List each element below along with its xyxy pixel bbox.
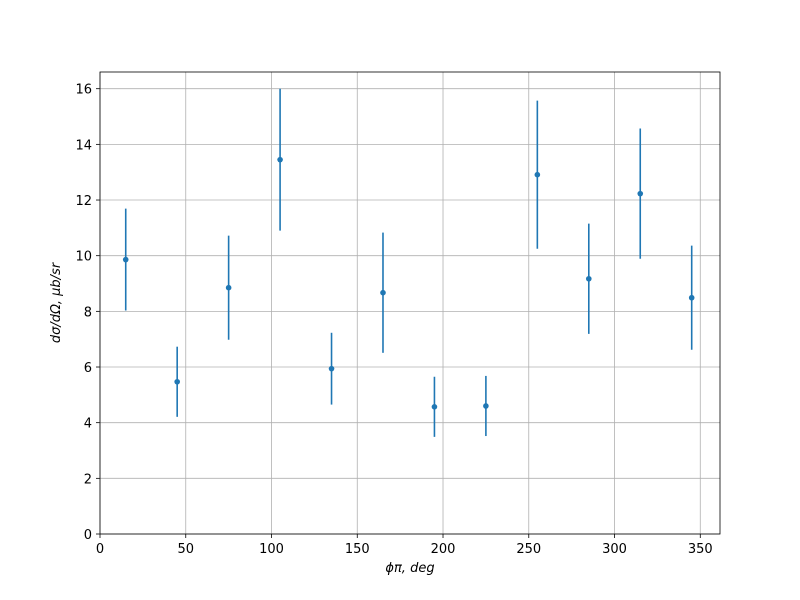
plot-frame bbox=[99, 71, 721, 535]
y-tick-label: 12 bbox=[75, 194, 92, 209]
x-tick-label: 200 bbox=[431, 542, 456, 557]
y-tick-label: 14 bbox=[75, 138, 92, 153]
data-point bbox=[637, 190, 644, 197]
y-tick-label: 4 bbox=[84, 417, 92, 432]
data-point bbox=[688, 294, 695, 301]
y-axis-label: dσ/dΩ, μb/sr bbox=[49, 261, 64, 343]
data-point bbox=[328, 365, 335, 372]
data-point bbox=[174, 378, 180, 385]
x-axis-label: ϕπ, deg bbox=[385, 561, 434, 576]
x-tick-label: 250 bbox=[516, 542, 541, 557]
data-point bbox=[585, 275, 592, 282]
data-point bbox=[534, 171, 541, 178]
x-tick-label: 300 bbox=[602, 542, 627, 557]
data-point bbox=[380, 289, 386, 296]
y-tick-label: 8 bbox=[84, 305, 92, 320]
x-tick-label: 50 bbox=[177, 542, 194, 557]
x-tick-label: 0 bbox=[96, 542, 104, 557]
x-tick-label: 100 bbox=[259, 542, 284, 557]
y-tick-label: 6 bbox=[84, 361, 92, 376]
y-tick-label: 0 bbox=[84, 528, 92, 543]
data-point bbox=[431, 404, 438, 410]
y-tick-label: 16 bbox=[75, 83, 92, 98]
data-point bbox=[483, 403, 489, 409]
data-point bbox=[122, 256, 129, 263]
data-point bbox=[277, 156, 283, 163]
y-tick-label: 2 bbox=[84, 472, 92, 487]
x-tick-label: 150 bbox=[345, 542, 370, 557]
y-tick-label: 10 bbox=[75, 250, 92, 265]
data-point bbox=[225, 284, 232, 291]
x-tick-label: 350 bbox=[688, 542, 713, 557]
